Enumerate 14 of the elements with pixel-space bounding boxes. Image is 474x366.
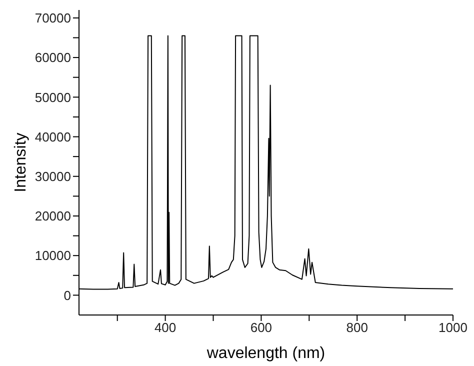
y-tick-label: 60000 xyxy=(34,50,71,66)
y-tick-label: 30000 xyxy=(34,168,71,184)
x-axis-title: wavelength (nm) xyxy=(206,345,326,362)
x-tick-label: 1000 xyxy=(438,320,468,336)
y-tick-label: 10000 xyxy=(34,248,71,264)
x-tick-label: 800 xyxy=(346,320,368,336)
x-tick-label: 600 xyxy=(250,320,272,336)
y-tick-label: 0 xyxy=(64,288,71,303)
y-tick-label: 40000 xyxy=(34,129,71,144)
y-tick-label: 20000 xyxy=(34,208,71,224)
y-tick-label: 50000 xyxy=(34,90,71,105)
x-tick-label: 400 xyxy=(154,320,176,336)
y-axis-title: Intensity xyxy=(12,132,30,192)
y-tick-label: 70000 xyxy=(34,10,71,26)
